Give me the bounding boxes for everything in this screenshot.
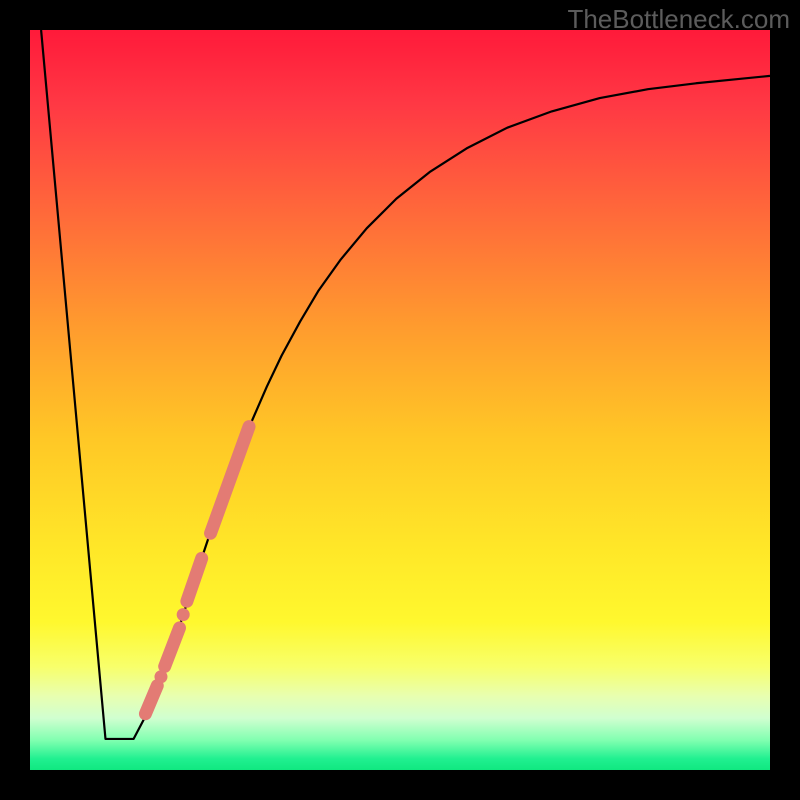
gradient-background xyxy=(30,30,770,770)
highlight-dot xyxy=(177,608,190,621)
watermark-text: TheBottleneck.com xyxy=(567,4,790,35)
chart-container: TheBottleneck.com xyxy=(0,0,800,800)
plot-area xyxy=(30,30,770,770)
plot-svg xyxy=(30,30,770,770)
highlight-dot xyxy=(154,670,167,683)
